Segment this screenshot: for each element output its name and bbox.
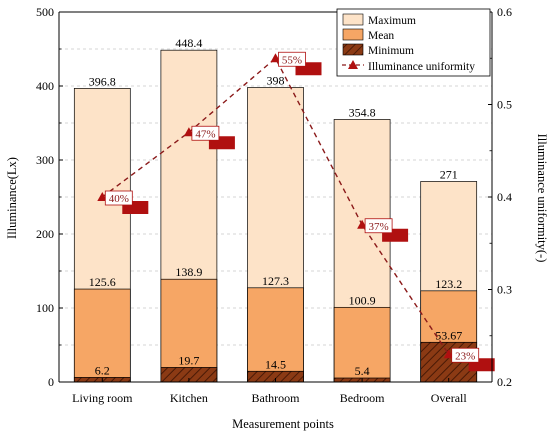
uniformity-marker bbox=[183, 127, 194, 137]
axes: 0 100 200 300 400 500 0.2 0.3 0.4 0.5 0.6 Living ro… bbox=[36, 5, 512, 405]
value-labels: 396.8 448.4 398 354.8 271 125.6 138.9 127.3 100.… bbox=[89, 36, 462, 378]
uniformity-marker bbox=[357, 219, 368, 229]
data-label-minimum: 5.4 bbox=[355, 364, 370, 378]
x-tick-label: Bedroom bbox=[340, 391, 385, 405]
bar-mean bbox=[160, 278, 218, 383]
uniformity-tag-box bbox=[278, 51, 306, 67]
bars bbox=[73, 49, 478, 383]
legend-swatch-maximum bbox=[342, 13, 364, 26]
bar-mean bbox=[247, 287, 304, 383]
legend: Maximum Mean Minimum Illuminance uniform… bbox=[336, 8, 491, 77]
y-tick-label: 100 bbox=[36, 301, 54, 315]
y-tick-label: 300 bbox=[36, 153, 54, 167]
uniformity-line-path bbox=[101, 57, 450, 355]
legend-label-mean: Mean bbox=[368, 30, 394, 42]
y-axis-title: Illuminance(Lx) bbox=[5, 157, 19, 239]
y2-tick-label: 0.5 bbox=[497, 98, 512, 112]
data-label-mean: 125.6 bbox=[89, 275, 116, 289]
legend-marker-uniformity bbox=[348, 60, 358, 69]
y2-tick-label: 0.3 bbox=[497, 283, 512, 297]
data-label-minimum: 14.5 bbox=[265, 357, 286, 371]
uniformity-tag-box bbox=[191, 125, 220, 141]
uniformity-label: 47% bbox=[195, 128, 215, 140]
bar-mean bbox=[73, 288, 131, 383]
y-tick-label: 400 bbox=[36, 79, 54, 93]
x-tick-label: Overall bbox=[431, 391, 468, 405]
y2-tick-label: 0.6 bbox=[497, 5, 512, 19]
data-label-maximum: 448.4 bbox=[175, 36, 202, 50]
legend-label-maximum: Maximum bbox=[368, 15, 416, 27]
uniformity-marker bbox=[97, 192, 108, 201]
data-label-minimum: 6.2 bbox=[95, 363, 110, 377]
y-tick-label: 500 bbox=[36, 5, 54, 19]
data-label-mean: 138.9 bbox=[175, 265, 202, 279]
data-label-maximum: 396.8 bbox=[89, 74, 116, 88]
data-label-maximum: 354.8 bbox=[349, 105, 376, 119]
y-tick-label: 0 bbox=[48, 375, 54, 389]
uniformity-label: 37% bbox=[369, 221, 389, 233]
x-tick-label: Bathroom bbox=[252, 391, 301, 405]
y2-tick-label: 0.2 bbox=[497, 375, 512, 389]
uniformity-tag-box bbox=[451, 347, 480, 363]
legend-swatch-mean bbox=[342, 28, 364, 41]
legend-label-uniformity: Illuminance uniformity bbox=[368, 61, 475, 73]
x-tick-label: Kitchen bbox=[170, 391, 208, 405]
data-label-maximum: 398 bbox=[267, 73, 285, 87]
legend-swatch-minimum bbox=[342, 43, 364, 56]
uniformity-label: 40% bbox=[109, 193, 129, 205]
data-label-minimum: 53.67 bbox=[435, 328, 462, 342]
uniformity-marker bbox=[443, 349, 454, 359]
data-label-mean: 123.2 bbox=[435, 277, 462, 291]
uniformity-marker bbox=[270, 53, 281, 63]
uniformity-tag-box bbox=[364, 218, 393, 234]
x-axis-title: Measurement points bbox=[232, 417, 334, 431]
uniformity-label: 23% bbox=[455, 350, 475, 362]
data-label-mean: 100.9 bbox=[349, 293, 376, 307]
data-label-minimum: 19.7 bbox=[178, 353, 199, 367]
data-label-maximum: 271 bbox=[440, 167, 458, 181]
uniformity-line: 40% 47% 55% 37% 23% bbox=[97, 51, 495, 372]
y2-axis-title: Illuminance uniformity(-) bbox=[535, 134, 549, 263]
legend-label-minimum: Minimum bbox=[368, 45, 414, 57]
uniformity-tag-box bbox=[104, 190, 133, 206]
y2-tick-label: 0.4 bbox=[497, 190, 512, 204]
uniformity-label: 55% bbox=[282, 54, 302, 66]
y-tick-label: 200 bbox=[36, 227, 54, 241]
data-label-mean: 127.3 bbox=[262, 274, 289, 288]
bar-mean bbox=[333, 306, 391, 383]
x-tick-label: Living room bbox=[72, 391, 133, 405]
